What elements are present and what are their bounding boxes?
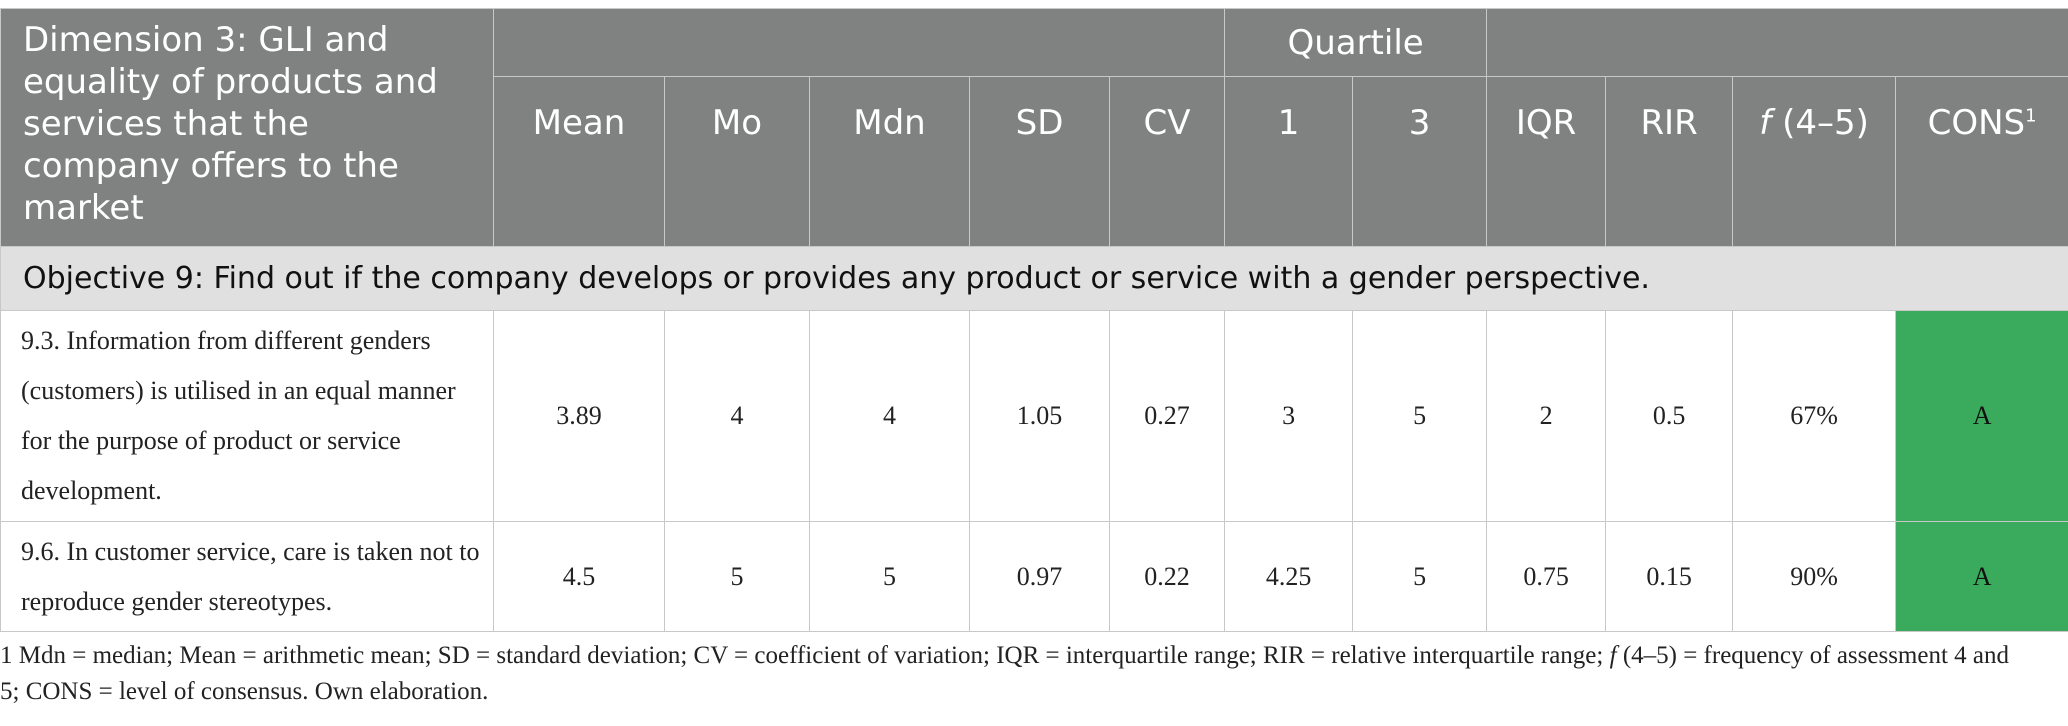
cell-cons: A [1895, 310, 2068, 522]
item-text: 9.3. Information from different genders … [0, 310, 494, 522]
col-header-mdn: Mdn [809, 76, 970, 247]
header-blank-left [492, 8, 1226, 77]
dimension-header: Dimension 3: GLI and equality of product… [0, 8, 494, 247]
col-header-rir: RIR [1605, 76, 1734, 247]
cell-mdn: 5 [809, 521, 970, 632]
cell-q3: 5 [1352, 521, 1488, 632]
cell-q3: 5 [1352, 310, 1488, 522]
col-header-cv: CV [1108, 76, 1226, 247]
cons-label: CONS [1927, 103, 2026, 143]
cell-cv: 0.22 [1108, 521, 1226, 632]
col-header-mo: Mo [664, 76, 810, 247]
freq-italic-f: f [1759, 103, 1772, 143]
cell-rir: 0.15 [1605, 521, 1734, 632]
col-header-q3: 3 [1352, 76, 1488, 247]
cell-sd: 0.97 [969, 521, 1110, 632]
consensus-table: Dimension 3: GLI and equality of product… [0, 8, 2068, 632]
header-blank-right [1486, 8, 2068, 77]
table-row: 9.3. Information from different genders … [0, 310, 2068, 522]
cell-rir: 0.5 [1605, 310, 1734, 522]
cell-mo: 5 [664, 521, 810, 632]
col-header-mean: Mean [493, 76, 665, 247]
cell-mdn: 4 [809, 310, 970, 522]
table-row: 9.6. In customer service, care is taken … [0, 521, 2068, 632]
cell-sd: 1.05 [969, 310, 1110, 522]
cell-q1: 3 [1224, 310, 1354, 522]
footnote-part1: 1 Mdn = median; Mean = arithmetic mean; … [0, 642, 1610, 669]
cons-footnote-mark: 1 [2025, 105, 2037, 127]
cell-cons: A [1895, 521, 2068, 632]
cell-iqr: 0.75 [1486, 521, 1607, 632]
freq-range: (4–5) [1771, 103, 1869, 143]
item-text: 9.6. In customer service, care is taken … [0, 521, 494, 632]
cell-frequency: 90% [1732, 521, 1897, 632]
cell-q1: 4.25 [1224, 521, 1354, 632]
table-footnote: 1 Mdn = median; Mean = arithmetic mean; … [0, 638, 2020, 710]
cell-frequency: 67% [1732, 310, 1897, 522]
cell-mean: 4.5 [493, 521, 665, 632]
objective-row: Objective 9: Find out if the company dev… [0, 246, 2068, 311]
quartile-group-header: Quartile [1224, 8, 1488, 77]
footnote-part2: (4–5) = frequency of assessment 4 and 5;… [0, 642, 2010, 705]
table-container: Dimension 3: GLI and equality of product… [0, 8, 2068, 710]
footnote-italic-f: f [1609, 642, 1617, 669]
col-header-sd: SD [969, 76, 1110, 247]
cell-iqr: 2 [1486, 310, 1607, 522]
cell-cv: 0.27 [1108, 310, 1226, 522]
cell-mean: 3.89 [493, 310, 665, 522]
col-header-cons: CONS1 [1895, 76, 2068, 247]
col-header-iqr: IQR [1486, 76, 1607, 247]
cell-mo: 4 [664, 310, 810, 522]
col-header-q1: 1 [1224, 76, 1354, 247]
col-header-frequency: f (4–5) [1732, 76, 1897, 247]
